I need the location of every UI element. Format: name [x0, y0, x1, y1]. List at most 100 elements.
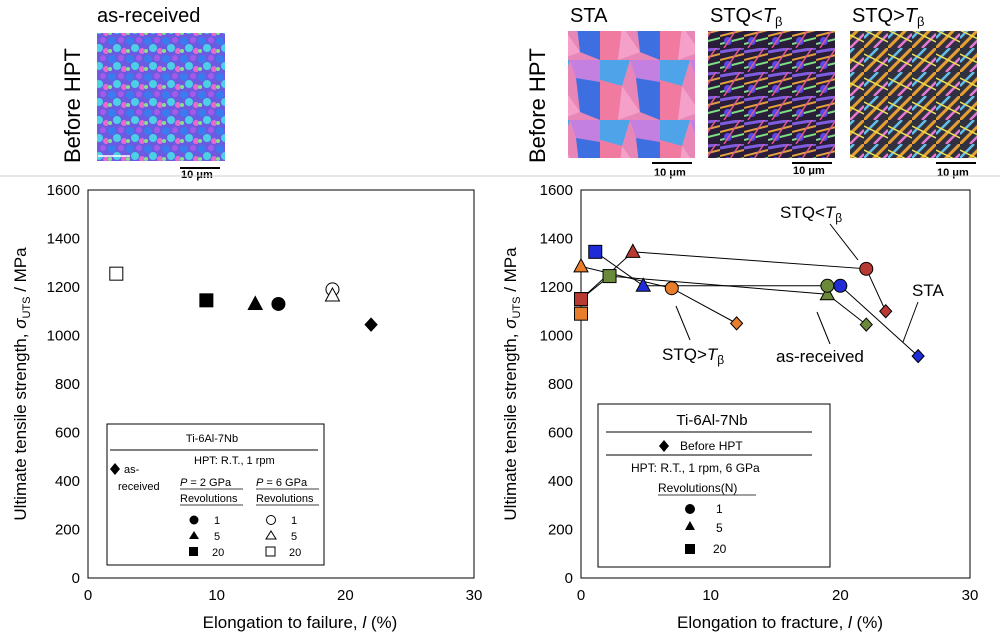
y-axis-unit: / MPa: [501, 247, 520, 297]
data-point-square: [199, 293, 214, 308]
annotation-stq-lt-t: T: [825, 203, 837, 222]
legend-square-open: [265, 546, 276, 557]
data-point-diamond: [729, 316, 744, 331]
stq-gt-micrograph: [850, 31, 977, 158]
y-axis-sigma: σ: [501, 318, 520, 329]
y-tick-label: 1400: [540, 231, 573, 248]
legend-revolutions-p6: Revolutions: [256, 493, 314, 505]
x-axis-main: Elongation to fracture,: [677, 613, 848, 632]
data-point-triangle: [247, 295, 264, 310]
x-tick-label: 30: [962, 587, 979, 604]
data-point-square: [109, 266, 124, 281]
legend-p6-var: P: [256, 477, 264, 489]
scale-bar-label: 10 μm: [654, 167, 686, 179]
legend-p2-var: P: [180, 477, 188, 489]
data-points: [109, 266, 378, 332]
legend-triangle-solid: [685, 521, 695, 530]
stq-gt-t: T: [905, 5, 919, 27]
y-tick-label: 400: [548, 473, 573, 490]
legend-as-received-2: received: [118, 481, 160, 493]
y-tick-label: 1200: [47, 279, 80, 296]
data-point-triangle: [625, 243, 641, 258]
stq-gt-prefix: STQ>: [852, 5, 905, 27]
stq-gt-beta: β: [917, 14, 924, 29]
y-tick-label: 1400: [47, 231, 80, 248]
as-received-micrograph: [97, 33, 225, 161]
data-point-circle: [833, 278, 848, 293]
legend-circle-solid: [189, 515, 199, 525]
legend-rev-1: 1: [716, 502, 723, 516]
legend-title: Ti-6Al-7Nb: [676, 412, 747, 429]
series-line: [580, 275, 867, 325]
x-axis-var: l: [848, 613, 853, 632]
legend-p2: P = 2 GPa: [180, 477, 232, 489]
stq-gt-title: STQ>Tβ: [852, 5, 925, 29]
data-point-square: [574, 292, 588, 307]
y-axis-sub: UTS: [21, 297, 33, 319]
legend-p6-val: = 6 GPa: [263, 477, 308, 489]
y-axis-main: Ultimate tensile strength,: [501, 329, 520, 521]
y-tick-labels: 0 200 400 600 800 1000 1200 1400 1600: [47, 182, 80, 587]
series-line: [580, 265, 737, 324]
legend: Ti-6Al-7Nb as- received HPT: R.T., 1 rpm…: [106, 423, 325, 566]
x-tick-label: 20: [832, 587, 849, 604]
leader-line: [902, 301, 919, 343]
x-tick-label: 30: [466, 587, 483, 604]
data-point-square: [574, 306, 588, 321]
x-axis-var: l: [362, 613, 367, 632]
x-tick-label: 10: [208, 587, 225, 604]
sta-micrograph: [568, 31, 695, 158]
y-tick-label: 600: [55, 425, 80, 442]
before-hpt-label-left: Before HPT: [60, 48, 85, 163]
x-axis-main: Elongation to failure,: [203, 613, 363, 632]
legend-rev-5: 5: [214, 531, 220, 543]
annotation-stq-gt-beta: β: [717, 353, 724, 367]
legend-frame: [597, 403, 831, 568]
data-point-square: [588, 244, 603, 259]
leader-line: [829, 223, 859, 261]
scale-bar-label: 10 μm: [181, 169, 213, 181]
legend-frame: [106, 423, 325, 566]
legend-p2-val: = 2 GPa: [187, 477, 232, 489]
x-axis-unit: (%): [852, 613, 883, 632]
annotation-sta: STA: [912, 281, 944, 300]
annotation-stq-lt: STQ<Tβ: [780, 203, 842, 225]
legend-hpt-conditions: HPT: R.T., 1 rpm, 6 GPa: [631, 461, 760, 475]
stq-lt-beta: β: [775, 14, 782, 29]
y-tick-label: 800: [548, 376, 573, 393]
x-axis-label: Elongation to fracture, l (%): [677, 613, 883, 632]
data-point-triangle: [819, 285, 836, 301]
legend-rev-20: 20: [713, 542, 727, 556]
data-point-diamond: [879, 304, 893, 319]
stq-lt-t: T: [763, 5, 777, 27]
y-tick-label: 400: [55, 473, 80, 490]
top-right-panel: Before HPT STA 10 μm STQ<Tβ 10 μm STQ>Tβ…: [525, 5, 977, 179]
legend-rev-20: 20: [212, 547, 224, 559]
left-chart: 0 200 400 600 800 1000 1200 1400 1600 0 10 20 30 Ul…: [11, 182, 482, 632]
annotation-as-received: as-received: [776, 347, 864, 366]
data-point-diamond: [859, 317, 873, 332]
legend-title: Ti-6Al-7Nb: [186, 433, 238, 445]
y-axis-label: Ultimate tensile strength, σUTS / MPa: [501, 247, 523, 521]
y-axis-unit: / MPa: [11, 247, 30, 297]
legend-diamond-marker: [110, 463, 120, 475]
stq-lt-title: STQ<Tβ: [710, 5, 783, 29]
annotation-stq-lt-text: STQ<: [780, 203, 825, 222]
legend-square-solid: [685, 544, 695, 554]
y-axis-label: Ultimate tensile strength, σUTS / MPa: [11, 247, 33, 521]
x-tick-label: 0: [577, 587, 585, 604]
legend-rev-1: 1: [214, 515, 220, 527]
plot-frame: [87, 189, 475, 579]
leader-line: [675, 305, 691, 341]
y-tick-labels: 0 200 400 600 800 1000 1200 1400 1600: [540, 182, 573, 587]
sta-title: STA: [570, 5, 608, 27]
annotation-stq-gt-t: T: [707, 345, 719, 364]
series-line: [594, 251, 919, 357]
x-axis-unit: (%): [366, 613, 397, 632]
right-chart: 0 200 400 600 800 1000 1200 1400 1600 0 10 20 30 ST…: [501, 182, 978, 632]
x-axis-label: Elongation to failure, l (%): [203, 613, 398, 632]
data-point-circle: [859, 261, 874, 276]
legend-revolutions: Revolutions(N): [658, 481, 737, 495]
legend-triangle-open: [265, 530, 277, 540]
